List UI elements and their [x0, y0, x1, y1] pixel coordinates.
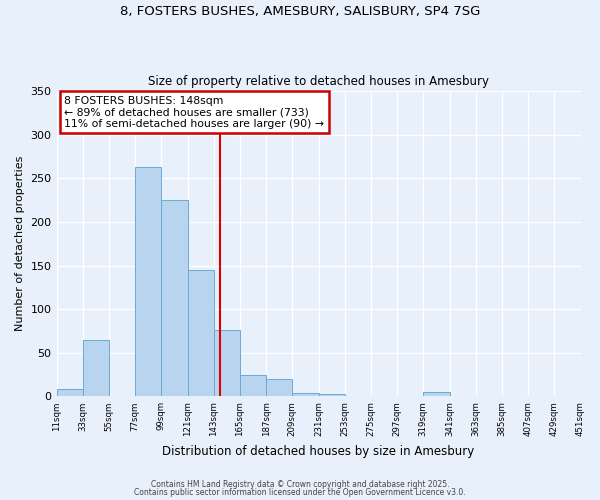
Text: Contains HM Land Registry data © Crown copyright and database right 2025.: Contains HM Land Registry data © Crown c… [151, 480, 449, 489]
Bar [161, 200, 188, 396]
Bar [240, 376, 266, 396]
Y-axis label: Number of detached properties: Number of detached properties [15, 156, 25, 332]
X-axis label: Distribution of detached houses by size in Amesbury: Distribution of detached houses by size … [163, 444, 475, 458]
Bar [292, 393, 319, 396]
Text: 8, FOSTERS BUSHES, AMESBURY, SALISBURY, SP4 7SG: 8, FOSTERS BUSHES, AMESBURY, SALISBURY, … [120, 5, 480, 18]
Bar [83, 340, 109, 396]
Text: Contains public sector information licensed under the Open Government Licence v3: Contains public sector information licen… [134, 488, 466, 497]
Title: Size of property relative to detached houses in Amesbury: Size of property relative to detached ho… [148, 76, 489, 88]
Bar [188, 270, 214, 396]
Bar [424, 392, 449, 396]
Bar [135, 167, 161, 396]
Bar [56, 390, 83, 396]
Bar [214, 330, 240, 396]
Bar [319, 394, 345, 396]
Bar [266, 379, 292, 396]
Text: 8 FOSTERS BUSHES: 148sqm
← 89% of detached houses are smaller (733)
11% of semi-: 8 FOSTERS BUSHES: 148sqm ← 89% of detach… [64, 96, 325, 129]
